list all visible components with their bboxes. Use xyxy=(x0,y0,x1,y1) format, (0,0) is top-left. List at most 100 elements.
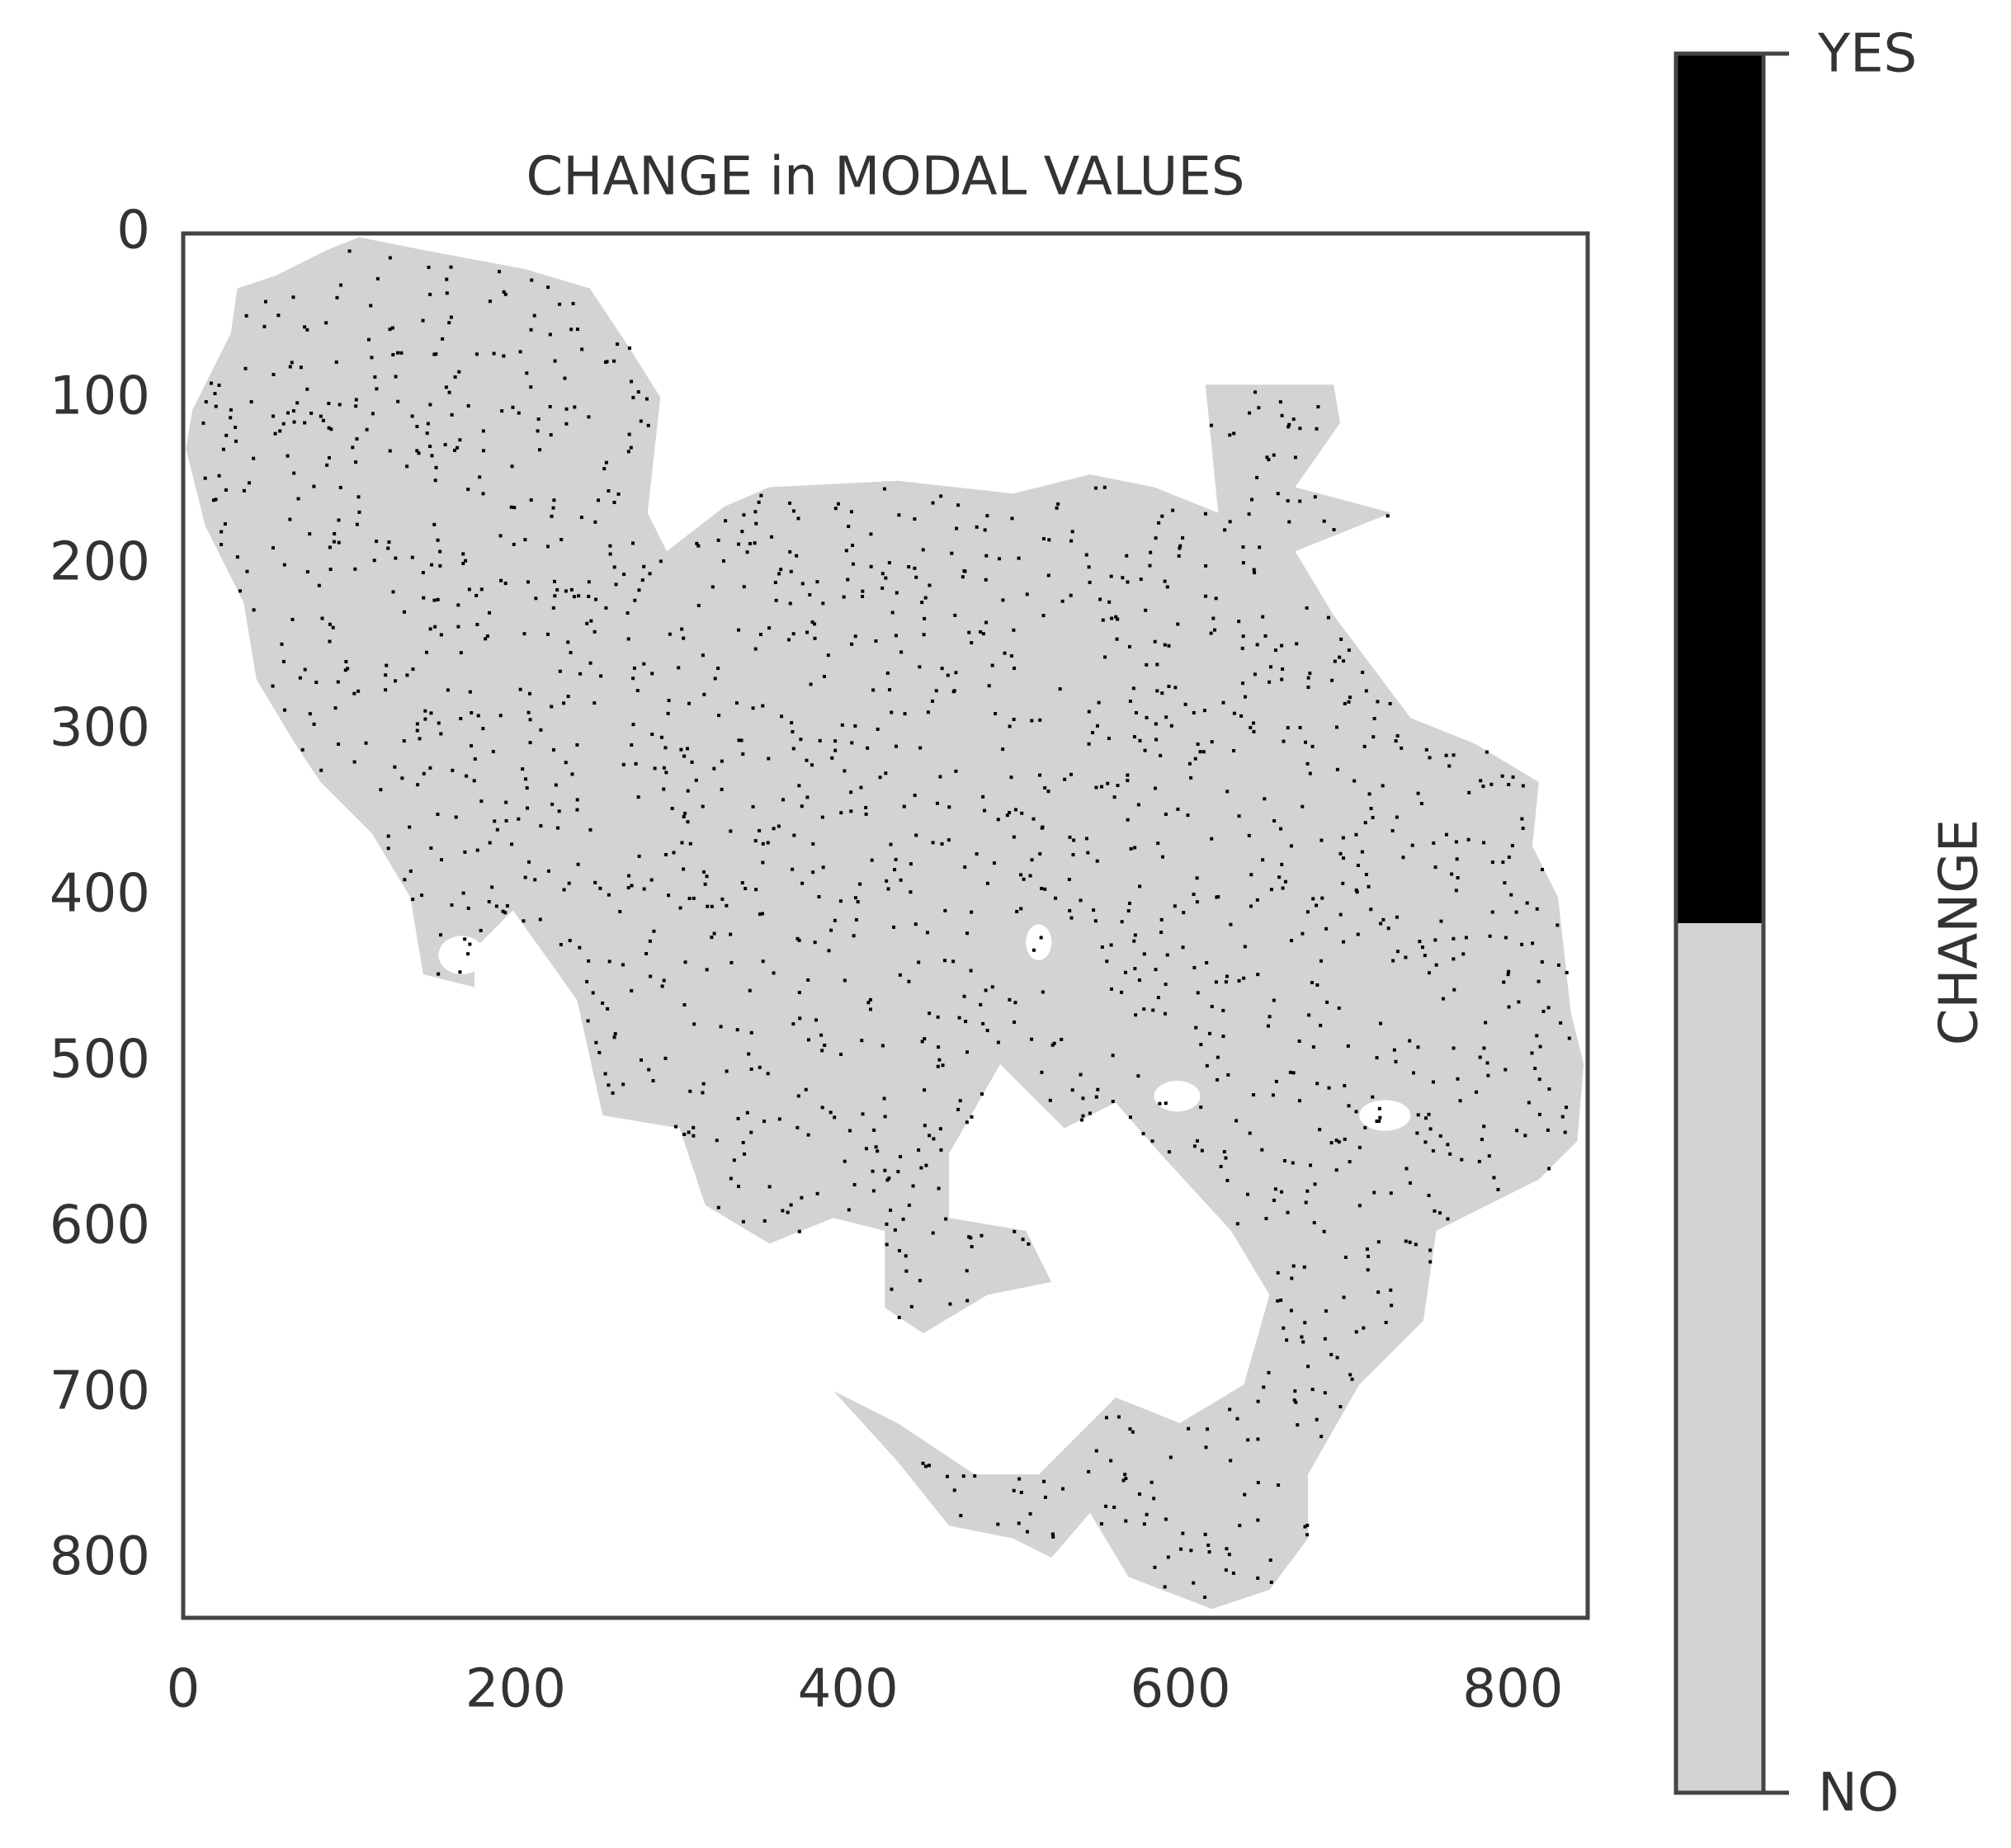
change-pixel xyxy=(1155,662,1159,667)
change-pixel xyxy=(1503,881,1507,885)
change-pixel xyxy=(1367,792,1371,796)
change-pixel xyxy=(1256,1399,1260,1403)
change-pixel xyxy=(1017,556,1021,560)
change-pixel xyxy=(1281,886,1285,890)
change-pixel xyxy=(1343,701,1347,705)
change-pixel xyxy=(890,1287,894,1291)
change-pixel xyxy=(1050,1043,1055,1047)
change-pixel xyxy=(594,597,598,601)
change-pixel xyxy=(853,634,857,639)
change-pixel xyxy=(1428,756,1432,760)
change-pixel xyxy=(1506,973,1510,977)
change-pixel xyxy=(1322,1229,1326,1233)
change-pixel xyxy=(526,806,530,810)
change-pixel xyxy=(1401,856,1405,860)
change-pixel xyxy=(712,766,716,771)
change-pixel xyxy=(889,1208,893,1212)
change-pixel xyxy=(1148,563,1152,568)
change-pixel xyxy=(950,551,954,555)
y-tick-label: 200 xyxy=(50,531,150,592)
y-tick-label: 800 xyxy=(50,1526,150,1587)
change-pixel xyxy=(1100,785,1104,789)
change-pixel xyxy=(1290,1276,1294,1280)
change-pixel xyxy=(388,328,392,332)
change-pixel xyxy=(758,633,762,637)
change-pixel xyxy=(639,419,643,423)
change-pixel xyxy=(1346,1044,1350,1048)
change-pixel xyxy=(456,446,460,450)
change-pixel xyxy=(1181,1531,1185,1535)
change-pixel xyxy=(1133,967,1137,971)
change-pixel xyxy=(1199,1106,1203,1110)
change-pixel xyxy=(892,925,896,929)
change-pixel xyxy=(439,858,443,862)
change-pixel xyxy=(946,838,951,842)
change-pixel xyxy=(334,360,338,364)
change-pixel xyxy=(1527,1101,1531,1105)
change-pixel xyxy=(788,549,792,554)
change-pixel xyxy=(1461,952,1466,956)
change-pixel xyxy=(1160,691,1164,695)
change-pixel xyxy=(1225,1547,1229,1551)
change-pixel xyxy=(980,1233,984,1238)
change-pixel xyxy=(481,492,485,496)
change-pixel xyxy=(1523,1134,1527,1138)
change-pixel xyxy=(1028,874,1032,878)
change-pixel xyxy=(1196,742,1200,747)
change-pixel xyxy=(761,959,765,964)
change-pixel xyxy=(751,804,755,808)
change-pixel xyxy=(621,1082,625,1087)
change-pixel xyxy=(549,433,553,437)
change-pixel xyxy=(421,571,425,575)
change-pixel xyxy=(1369,908,1373,912)
change-pixel xyxy=(602,467,607,471)
change-pixel xyxy=(1200,1148,1204,1153)
change-pixel xyxy=(947,805,951,809)
change-pixel xyxy=(1164,812,1168,816)
change-pixel xyxy=(1256,1437,1260,1441)
change-pixel xyxy=(679,747,683,752)
change-pixel xyxy=(449,265,453,269)
change-pixel xyxy=(453,375,457,379)
change-pixel xyxy=(1087,1469,1091,1473)
change-pixel xyxy=(706,904,710,908)
change-pixel xyxy=(1120,990,1124,994)
change-pixel xyxy=(1063,777,1067,781)
change-pixel xyxy=(702,692,706,696)
change-pixel xyxy=(1452,988,1456,992)
change-pixel xyxy=(696,603,701,607)
change-pixel xyxy=(1131,686,1135,691)
change-pixel xyxy=(1408,1039,1412,1043)
change-pixel xyxy=(931,1231,935,1235)
x-tick-label: 600 xyxy=(1130,1659,1230,1720)
change-pixel xyxy=(1444,832,1448,837)
change-pixel xyxy=(1446,1217,1450,1221)
change-pixel xyxy=(366,337,371,342)
change-pixel xyxy=(1282,739,1286,743)
change-pixel xyxy=(491,750,495,754)
change-pixel xyxy=(1192,893,1196,897)
change-pixel xyxy=(932,1137,936,1141)
change-pixel xyxy=(1379,922,1383,926)
change-pixel xyxy=(1319,1435,1324,1439)
change-pixel xyxy=(1009,654,1013,658)
change-pixel xyxy=(1203,512,1207,516)
change-pixel xyxy=(281,422,286,426)
change-pixel xyxy=(1183,702,1187,706)
change-pixel xyxy=(1439,919,1443,923)
change-pixel xyxy=(512,542,516,546)
change-pixel xyxy=(529,498,533,502)
change-pixel xyxy=(386,846,390,851)
change-pixel xyxy=(533,878,537,882)
change-pixel xyxy=(445,277,449,281)
change-pixel xyxy=(920,1040,924,1044)
change-pixel xyxy=(234,439,238,443)
change-pixel xyxy=(888,688,892,692)
change-pixel xyxy=(1242,976,1246,980)
change-pixel xyxy=(987,684,991,688)
change-pixel xyxy=(1520,817,1524,821)
change-pixel xyxy=(504,818,508,823)
change-pixel xyxy=(566,640,570,644)
change-pixel xyxy=(523,538,527,542)
change-pixel xyxy=(571,301,575,305)
